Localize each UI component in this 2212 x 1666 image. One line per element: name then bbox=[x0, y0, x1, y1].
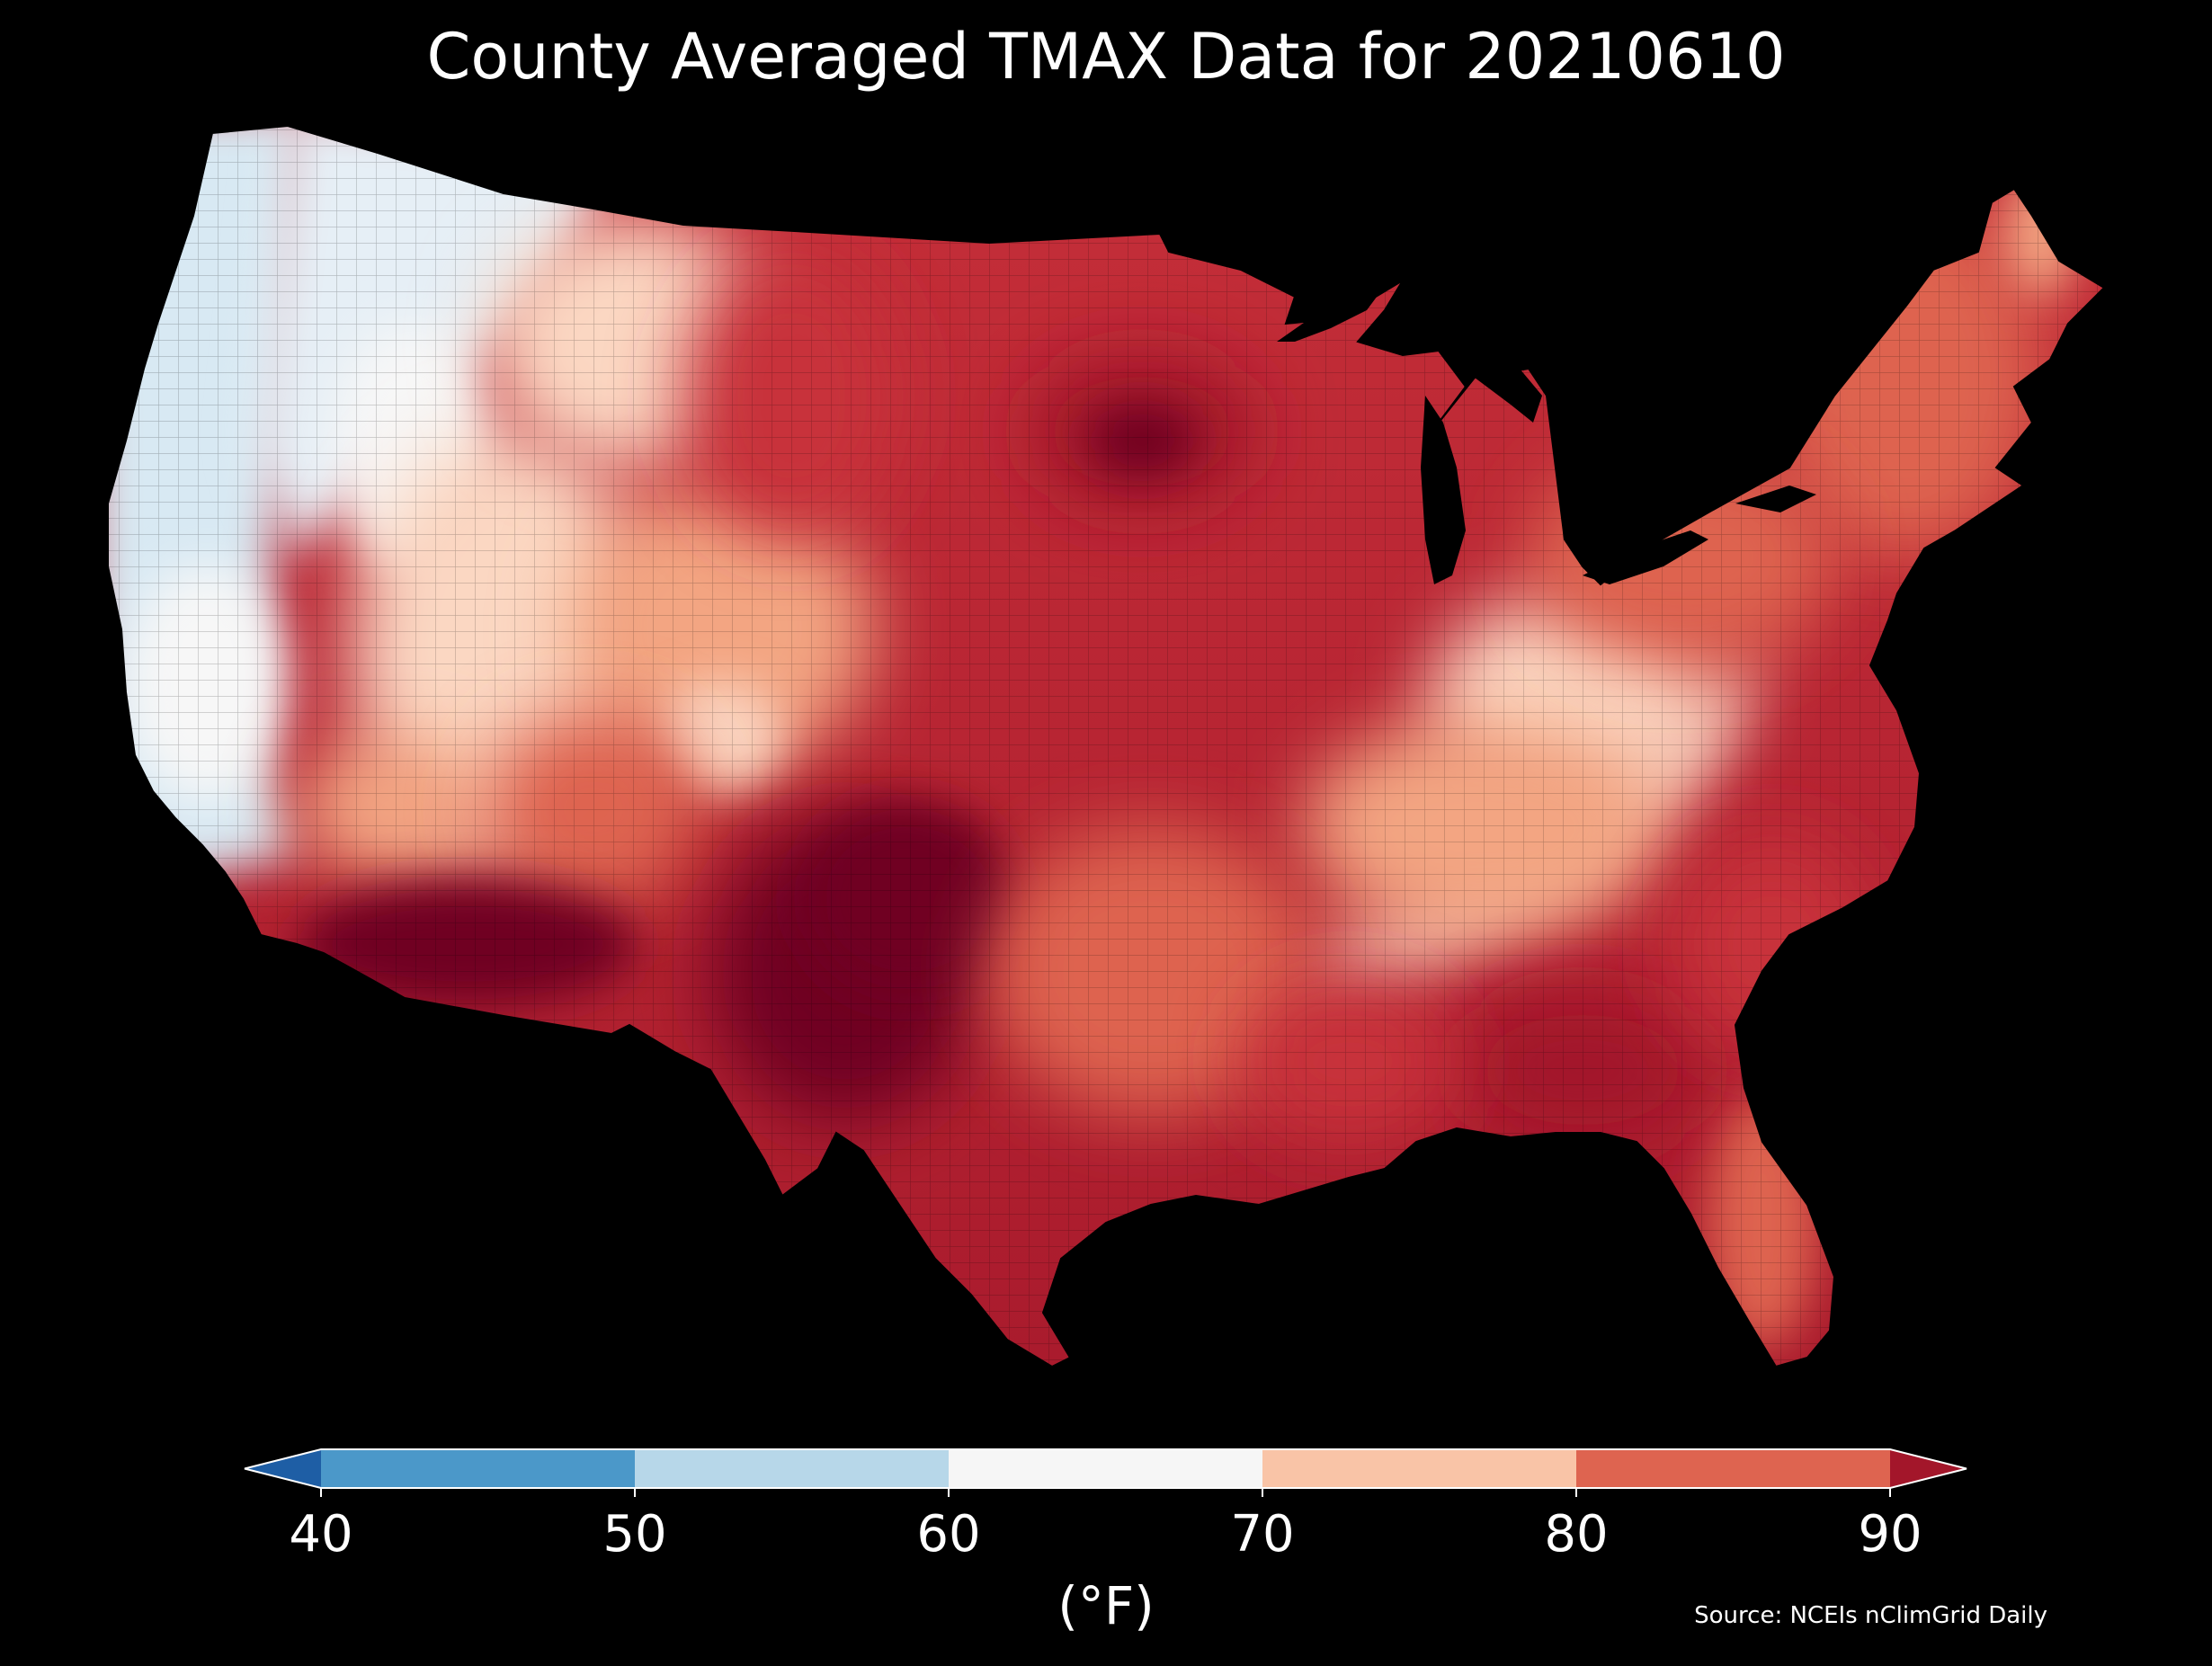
great-lakes bbox=[1277, 286, 1816, 584]
colorbar-tick-label: 60 bbox=[916, 1505, 980, 1564]
colorbar-unit-label: (°F) bbox=[1057, 1575, 1155, 1636]
colorbar-tick-label: 80 bbox=[1544, 1505, 1608, 1564]
colorbar-bin bbox=[321, 1449, 635, 1488]
colorbar-tick-label: 50 bbox=[602, 1505, 666, 1564]
colorbar-bin bbox=[1262, 1449, 1576, 1488]
colorbar-over-arrow bbox=[1890, 1449, 1967, 1488]
colorbar-bin bbox=[635, 1449, 949, 1488]
colorbar-bin bbox=[1576, 1449, 1890, 1488]
colorbar-bin bbox=[949, 1449, 1262, 1488]
colorbar-tick-label: 70 bbox=[1230, 1505, 1294, 1564]
chart-title: County Averaged TMAX Data for 20210610 bbox=[426, 20, 1786, 94]
source-credit: Source: NCEIs nClimGrid Daily bbox=[1694, 1602, 2047, 1629]
colorbar-tick-label: 40 bbox=[289, 1505, 352, 1564]
colorbar-under-arrow bbox=[245, 1449, 321, 1488]
colorbar-tick-label: 90 bbox=[1858, 1505, 1922, 1564]
